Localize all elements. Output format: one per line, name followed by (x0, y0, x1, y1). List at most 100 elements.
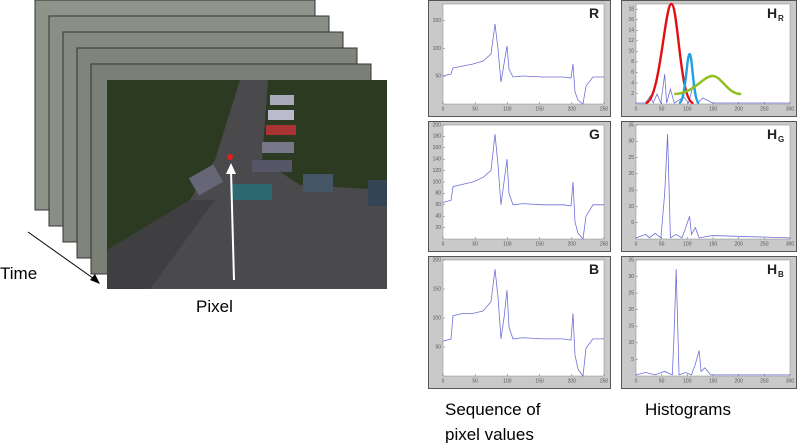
x-tick-label: 100 (683, 106, 692, 112)
time-label: Time (0, 264, 37, 283)
x-tick-label: 0 (635, 378, 638, 384)
panel: 0 50 100 150 200 250 50 100 150 R (428, 0, 611, 117)
x-tick-label: 50 (472, 106, 478, 112)
panel-subscript: B (778, 270, 784, 279)
x-tick-label: 250 (760, 106, 769, 112)
x-tick-label: 200 (734, 106, 743, 112)
x-tick-label: 200 (568, 378, 577, 384)
panel-label: H (767, 5, 777, 21)
panel-subscript: R (778, 14, 784, 23)
x-tick-label: 250 (600, 106, 609, 112)
x-tick-label: 150 (709, 378, 718, 384)
x-tick-label: 200 (734, 378, 743, 384)
y-tick-label: 35 (628, 257, 634, 263)
x-tick-label: 300 (786, 378, 795, 384)
x-tick-label: 200 (734, 241, 743, 247)
x-tick-label: 250 (600, 241, 609, 247)
time-arrow-head (90, 274, 100, 284)
y-tick-label: 20 (628, 171, 634, 177)
x-tick-label: 50 (659, 378, 665, 384)
panel: 0 50 100 150 200 250 300 5 10 15 20 25 30 35 H G (621, 121, 797, 252)
panel-subscript: G (778, 135, 784, 144)
y-tick-label: 5 (631, 357, 634, 363)
x-tick-label: 150 (709, 241, 718, 247)
x-tick-label: 100 (503, 106, 512, 112)
y-tick-label: 120 (433, 168, 442, 174)
y-tick-label: 10 (628, 340, 634, 346)
x-tick-label: 0 (442, 106, 445, 112)
panel: 0 50 100 150 200 250 20 40 60 80 100 120 140 160 180 20… (428, 121, 611, 252)
x-tick-label: 50 (659, 106, 665, 112)
x-tick-label: 0 (442, 378, 445, 384)
plot-area (635, 259, 791, 377)
plot-area (442, 259, 605, 377)
y-tick-label: 30 (628, 139, 634, 145)
plot-area (635, 124, 791, 240)
panel: 0 50 100 150 200 250 50 100 150 200 B (428, 256, 611, 389)
x-tick-label: 0 (442, 241, 445, 247)
y-tick-label: 12 (628, 38, 634, 44)
x-tick-label: 150 (535, 106, 544, 112)
x-tick-label: 50 (659, 241, 665, 247)
y-tick-label: 200 (433, 257, 442, 263)
panel: 0 50 100 150 200 250 300 5 10 15 20 25 30 35 H B (621, 256, 797, 389)
y-tick-label: 40 (435, 214, 441, 220)
y-tick-label: 5 (631, 220, 634, 226)
panel: 0 50 100 150 200 250 300 2 4 6 8 10 12 14 16 18 H R (621, 0, 797, 117)
y-tick-label: 6 (631, 70, 634, 76)
y-tick-label: 180 (433, 134, 442, 140)
x-tick-label: 50 (472, 241, 478, 247)
x-tick-label: 50 (472, 378, 478, 384)
x-tick-label: 100 (683, 241, 692, 247)
y-tick-label: 150 (433, 18, 442, 24)
y-tick-label: 100 (433, 46, 442, 52)
plot-area (442, 124, 605, 240)
x-tick-label: 300 (786, 241, 795, 247)
y-tick-label: 200 (433, 122, 442, 128)
x-tick-label: 250 (760, 241, 769, 247)
caption: Histograms (645, 400, 731, 419)
x-tick-label: 250 (760, 378, 769, 384)
panel-label: B (589, 261, 599, 277)
y-tick-label: 2 (631, 91, 634, 97)
time-arrow (27, 231, 98, 282)
x-tick-label: 100 (503, 378, 512, 384)
x-tick-label: 300 (786, 106, 795, 112)
y-tick-label: 20 (628, 307, 634, 313)
frame-stack (34, 0, 387, 289)
x-tick-label: 150 (535, 241, 544, 247)
y-tick-label: 35 (628, 122, 634, 128)
x-tick-label: 100 (503, 241, 512, 247)
plot-area (442, 3, 605, 105)
y-tick-label: 25 (628, 290, 634, 296)
y-tick-label: 50 (435, 74, 441, 80)
x-tick-label: 0 (635, 106, 638, 112)
caption: Sequence of (445, 400, 541, 419)
y-tick-label: 8 (631, 59, 634, 65)
panel-label: H (767, 261, 777, 277)
y-tick-label: 150 (433, 286, 442, 292)
y-tick-label: 100 (433, 315, 442, 321)
x-tick-label: 250 (600, 378, 609, 384)
y-tick-label: 10 (628, 204, 634, 210)
pixel-arrow (230, 169, 235, 281)
x-tick-label: 150 (709, 106, 718, 112)
x-tick-label: 100 (683, 378, 692, 384)
x-tick-label: 0 (635, 241, 638, 247)
y-tick-label: 16 (628, 17, 634, 23)
y-tick-label: 30 (628, 274, 634, 280)
y-tick-label: 10 (628, 49, 634, 55)
x-tick-label: 200 (568, 241, 577, 247)
caption: pixel values (445, 425, 534, 443)
panel-label: H (767, 126, 777, 142)
y-tick-label: 160 (433, 145, 442, 151)
photo (107, 80, 387, 289)
y-tick-label: 100 (433, 179, 442, 185)
panel-label: G (589, 126, 600, 142)
y-tick-label: 20 (435, 225, 441, 231)
pixel-arrow-head (226, 163, 236, 174)
y-tick-label: 18 (628, 7, 634, 13)
pixel-label: Pixel (196, 297, 233, 316)
